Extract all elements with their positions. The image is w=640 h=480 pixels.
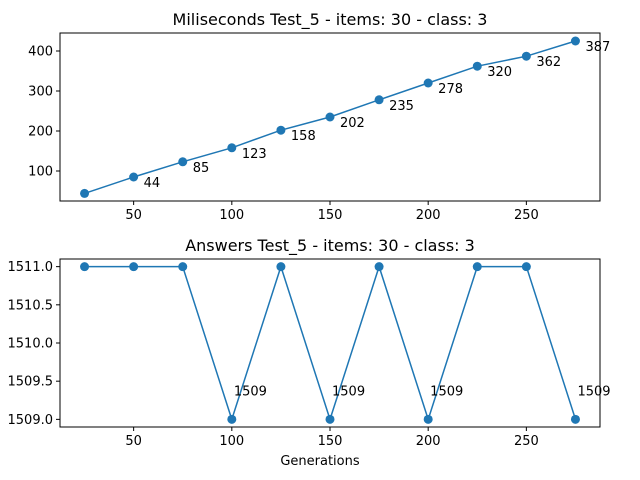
point-annotation: 85 xyxy=(193,161,210,176)
point-annotation: 1509 xyxy=(430,384,463,399)
point-annotation: 158 xyxy=(291,129,316,144)
chart-title: Answers Test_5 - items: 30 - class: 3 xyxy=(185,236,475,256)
data-point xyxy=(374,262,384,272)
point-annotation: 320 xyxy=(487,65,512,80)
data-point xyxy=(178,262,188,272)
data-point xyxy=(129,262,139,272)
data-point xyxy=(227,414,237,424)
point-annotation: 1509 xyxy=(332,384,365,399)
data-point xyxy=(80,188,90,198)
x-tick-label: 100 xyxy=(219,208,244,223)
y-tick-label: 200 xyxy=(28,125,53,140)
data-point xyxy=(521,51,531,61)
data-point xyxy=(423,78,433,88)
data-point xyxy=(276,262,286,272)
point-annotation: 387 xyxy=(585,40,610,55)
data-point xyxy=(178,157,188,167)
y-tick-label: 400 xyxy=(28,45,53,60)
x-tick-label: 250 xyxy=(514,208,539,223)
point-annotation: 202 xyxy=(340,116,365,131)
data-point xyxy=(325,414,335,424)
x-axis-label: Generations xyxy=(280,454,360,469)
data-point xyxy=(129,172,139,182)
y-tick-label: 300 xyxy=(28,85,53,100)
chart-miliseconds: Miliseconds Test_5 - items: 30 - class: … xyxy=(28,10,610,223)
x-tick-label: 50 xyxy=(125,208,142,223)
data-point xyxy=(570,414,580,424)
y-tick-label: 1510.0 xyxy=(8,337,54,352)
y-tick-label: 1509.5 xyxy=(8,375,54,390)
y-tick-label: 1510.5 xyxy=(8,298,54,313)
x-tick-label: 100 xyxy=(219,434,244,449)
point-annotation: 1509 xyxy=(577,384,610,399)
data-point xyxy=(325,112,335,122)
data-point xyxy=(276,125,286,135)
x-tick-label: 200 xyxy=(416,434,441,449)
x-tick-label: 150 xyxy=(318,434,343,449)
chart-title: Miliseconds Test_5 - items: 30 - class: … xyxy=(173,10,488,30)
data-point xyxy=(423,414,433,424)
data-point xyxy=(472,61,482,71)
data-point xyxy=(472,262,482,272)
x-tick-label: 200 xyxy=(416,208,441,223)
data-point xyxy=(80,262,90,272)
x-tick-label: 150 xyxy=(318,208,343,223)
chart-answers: Answers Test_5 - items: 30 - class: 3 50… xyxy=(8,236,611,469)
data-point xyxy=(374,95,384,105)
point-annotation: 44 xyxy=(144,176,161,191)
data-point xyxy=(570,36,580,46)
x-tick-label: 250 xyxy=(514,434,539,449)
data-point xyxy=(227,143,237,153)
x-tick-label: 50 xyxy=(125,434,142,449)
point-annotation: 1509 xyxy=(234,384,267,399)
data-point xyxy=(521,262,531,272)
plot-area: 50 100 150 200 250 100 200 300 400 44 85 123 158 202 2… xyxy=(28,36,610,223)
y-tick-label: 1511.0 xyxy=(8,260,54,275)
point-annotation: 278 xyxy=(438,82,463,97)
plot-area: 50 100 150 200 250 1509.0 1509.5 1510.0 1510.5 15… xyxy=(8,260,611,449)
point-annotation: 235 xyxy=(389,99,414,114)
y-tick-label: 100 xyxy=(28,165,53,180)
point-annotation: 123 xyxy=(242,147,267,162)
point-annotation: 362 xyxy=(536,55,561,70)
y-tick-label: 1509.0 xyxy=(8,413,54,428)
